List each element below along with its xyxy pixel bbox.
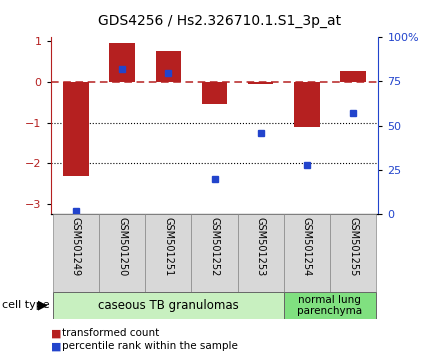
Text: GSM501249: GSM501249 [71, 217, 81, 276]
Bar [284, 214, 330, 292]
Text: ■: ■ [51, 341, 61, 351]
Bar [330, 214, 376, 292]
Text: GSM501252: GSM501252 [209, 217, 220, 277]
Bar [238, 214, 284, 292]
Bar [145, 214, 191, 292]
Bar [156, 51, 181, 82]
Text: ▶: ▶ [38, 299, 48, 312]
Text: transformed count: transformed count [62, 329, 160, 338]
Bar [53, 292, 284, 319]
Text: GSM501253: GSM501253 [256, 217, 266, 276]
Bar [248, 82, 273, 84]
Bar [53, 214, 99, 292]
Text: cell type: cell type [2, 300, 50, 310]
Bar [294, 82, 319, 127]
Text: GSM501255: GSM501255 [348, 217, 358, 277]
Bar [63, 82, 89, 176]
Text: GSM501251: GSM501251 [163, 217, 173, 276]
Text: GDS4256 / Hs2.326710.1.S1_3p_at: GDS4256 / Hs2.326710.1.S1_3p_at [99, 14, 341, 28]
Bar [340, 70, 366, 82]
Text: ■: ■ [51, 329, 61, 338]
Text: GSM501254: GSM501254 [302, 217, 312, 276]
Text: percentile rank within the sample: percentile rank within the sample [62, 341, 238, 351]
Text: normal lung
parenchyma: normal lung parenchyma [297, 295, 363, 316]
Text: GSM501250: GSM501250 [117, 217, 127, 276]
Bar [202, 82, 227, 104]
Text: caseous TB granulomas: caseous TB granulomas [98, 299, 239, 312]
Bar [191, 214, 238, 292]
Bar [99, 214, 145, 292]
Bar [110, 43, 135, 82]
Bar [284, 292, 376, 319]
